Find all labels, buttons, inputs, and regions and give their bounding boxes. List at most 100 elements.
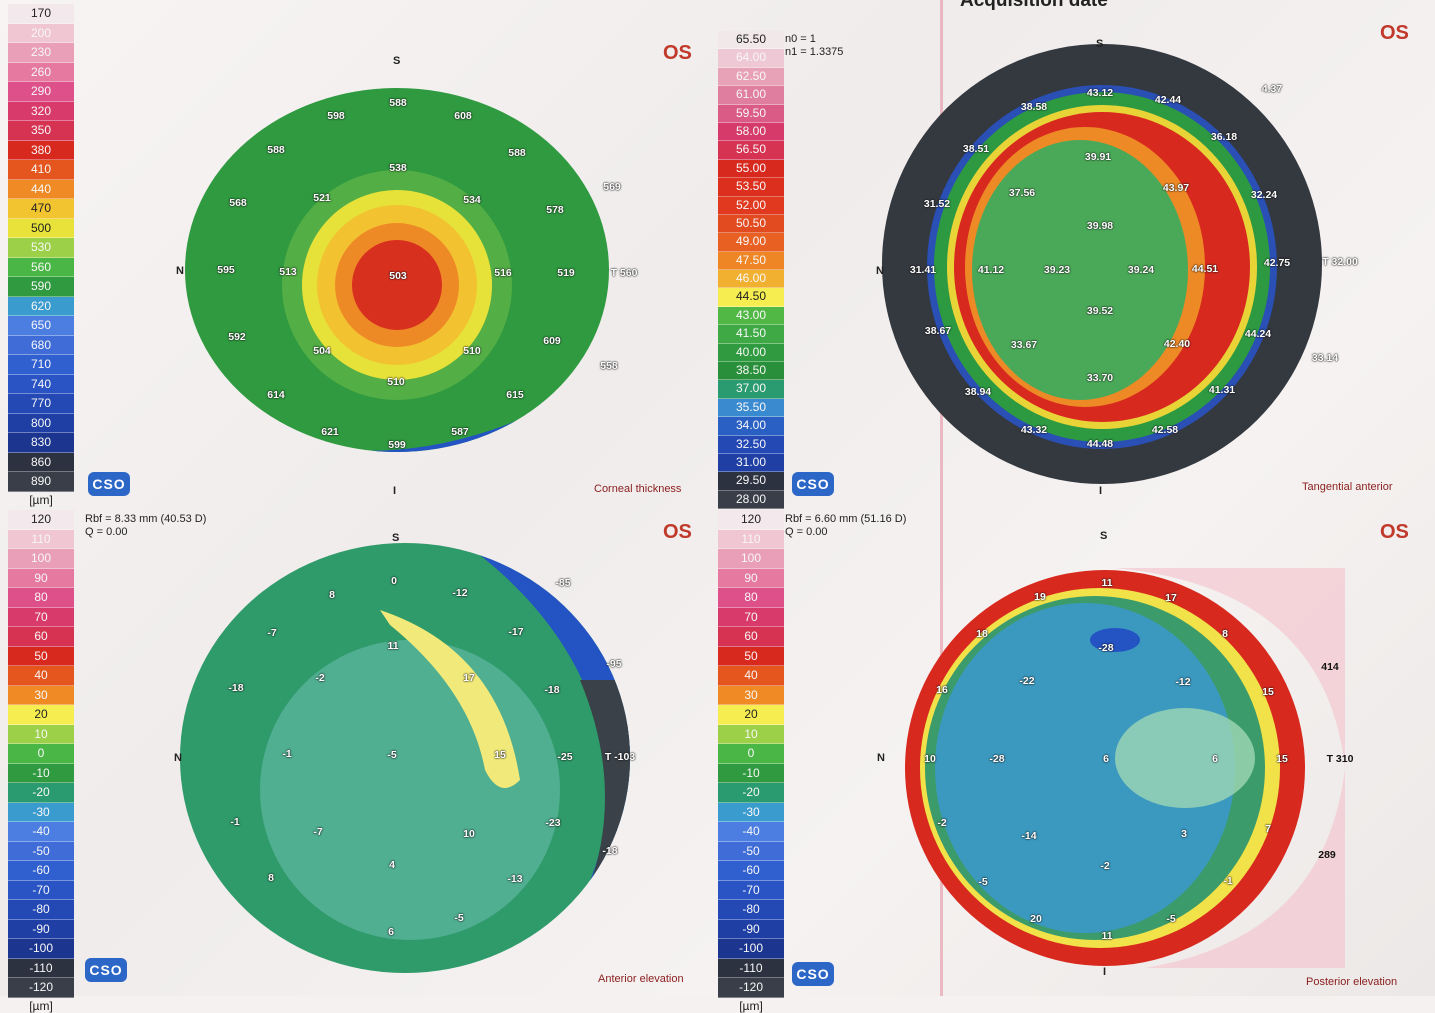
- corneal-thickness-map[interactable]: [175, 45, 645, 495]
- map-value: 599: [388, 439, 406, 451]
- scale-step: -50: [718, 841, 784, 861]
- cso-logo: CSO: [85, 958, 127, 982]
- map-value: 598: [327, 110, 345, 122]
- map-value: 20: [1030, 913, 1042, 925]
- scale-step: -100: [718, 939, 784, 959]
- map-value: 11: [1101, 577, 1113, 589]
- map-value: -12: [1175, 676, 1191, 688]
- scale-step: -40: [718, 822, 784, 842]
- best-fit-params: Rbf = 8.33 mm (40.53 D) Q = 0.00: [85, 513, 206, 539]
- scale-step: 170: [8, 4, 74, 24]
- map-value: T 310: [1326, 753, 1354, 765]
- print-artifact-line: [940, 0, 943, 996]
- scale-step: 29.50: [718, 472, 784, 491]
- map-value: -28: [1098, 642, 1114, 654]
- map-value: 11: [387, 640, 399, 652]
- map-value: 39.23: [1043, 264, 1071, 276]
- map-value: 18: [976, 628, 988, 640]
- map-value: 44.51: [1191, 263, 1219, 275]
- scale-step: 110: [718, 529, 784, 549]
- scale-step: -50: [8, 841, 74, 861]
- map-value: 588: [508, 147, 526, 159]
- dir-inferior: I: [1099, 485, 1103, 497]
- map-value: 39.91: [1084, 151, 1112, 163]
- map-value: 39.98: [1086, 220, 1114, 232]
- thickness-color-scale: 170 200 230 260 290 320 350 380 410 440 470 500 530 5…: [8, 4, 74, 507]
- map-value: 10: [924, 753, 936, 765]
- scale-step: 59.50: [718, 104, 784, 123]
- map-value: -18: [544, 684, 560, 696]
- scale-step: 90: [718, 568, 784, 588]
- scale-step: -70: [718, 880, 784, 900]
- map-value: 569: [603, 181, 621, 193]
- map-value: -5: [978, 876, 988, 888]
- scale-step: 10: [8, 724, 74, 744]
- map-value: -14: [1021, 830, 1037, 842]
- scale-step: 56.50: [718, 141, 784, 160]
- scale-step: 620: [8, 296, 74, 316]
- eye-label: OS: [663, 42, 692, 64]
- tangential-anterior-map[interactable]: [880, 42, 1370, 492]
- scale-step: 10: [718, 724, 784, 744]
- map-value: 15: [1276, 753, 1288, 765]
- scale-step: 100: [8, 549, 74, 569]
- scale-step: -120: [718, 978, 784, 998]
- map-value: -7: [267, 627, 277, 639]
- posterior-elevation-map[interactable]: [905, 568, 1345, 968]
- scale-step: 32.50: [718, 435, 784, 454]
- map-value: -22: [1019, 675, 1035, 687]
- scale-step: 320: [8, 101, 74, 121]
- map-value: 42.58: [1151, 424, 1179, 436]
- anterior-elevation-map[interactable]: [180, 540, 650, 980]
- map-value: -23: [545, 817, 561, 829]
- map-value: 17: [463, 672, 475, 684]
- dir-inferior: I: [1103, 966, 1107, 978]
- map-value: 33.67: [1010, 339, 1038, 351]
- scale-step: 120: [8, 510, 74, 530]
- scale-step: 43.00: [718, 306, 784, 326]
- map-value: 538: [389, 162, 407, 174]
- map-value: 578: [546, 204, 564, 216]
- map-value: 38.51: [962, 143, 990, 155]
- scale-step: 890: [8, 472, 74, 492]
- map-value: 4.37: [1261, 83, 1283, 95]
- scale-step: 20: [718, 705, 784, 725]
- map-value: 516: [494, 267, 512, 279]
- scale-step: 38.50: [718, 362, 784, 381]
- scale-step: 55.00: [718, 159, 784, 179]
- scale-step: 40.00: [718, 343, 784, 363]
- map-value: 414: [1321, 661, 1339, 673]
- dir-nasal: N: [877, 752, 885, 764]
- scale-step: 47.50: [718, 251, 784, 271]
- map-value: 614: [267, 389, 285, 401]
- map-value: 588: [389, 97, 407, 109]
- scale-step: 62.50: [718, 67, 784, 87]
- q-param: Q = 0.00: [785, 526, 828, 538]
- refraction-params: n0 = 1 n1 = 1.3375: [785, 33, 843, 59]
- elevation-color-scale: 120 110 100 90 80 70 60 50 40 30 20 10 0 -10 -20 -30 -40…: [718, 510, 784, 1013]
- map-value: 33.14: [1311, 352, 1339, 364]
- scale-step: -70: [8, 880, 74, 900]
- dir-superior: S: [393, 55, 401, 67]
- scale-unit: [µm]: [29, 492, 53, 507]
- dir-inferior: I: [393, 485, 397, 497]
- scale-step: -30: [718, 802, 784, 822]
- map-value: 43.97: [1162, 182, 1190, 194]
- scale-step: -20: [718, 783, 784, 803]
- scale-step: 650: [8, 316, 74, 336]
- map-caption: Tangential anterior: [1302, 481, 1393, 493]
- q-param: Q = 0.00: [85, 526, 128, 538]
- map-value: 609: [543, 335, 561, 347]
- scale-step: -90: [8, 919, 74, 939]
- map-value: 38.67: [924, 325, 952, 337]
- map-value: 615: [506, 389, 524, 401]
- map-value: 592: [228, 331, 246, 343]
- scale-step: 530: [8, 238, 74, 258]
- scale-step: 440: [8, 179, 74, 199]
- scale-step: 290: [8, 82, 74, 102]
- scale-step: 37.00: [718, 380, 784, 399]
- map-value: T -103: [604, 751, 636, 763]
- scale-step: -80: [8, 900, 74, 920]
- scale-step: -10: [718, 763, 784, 783]
- map-value: -7: [313, 826, 323, 838]
